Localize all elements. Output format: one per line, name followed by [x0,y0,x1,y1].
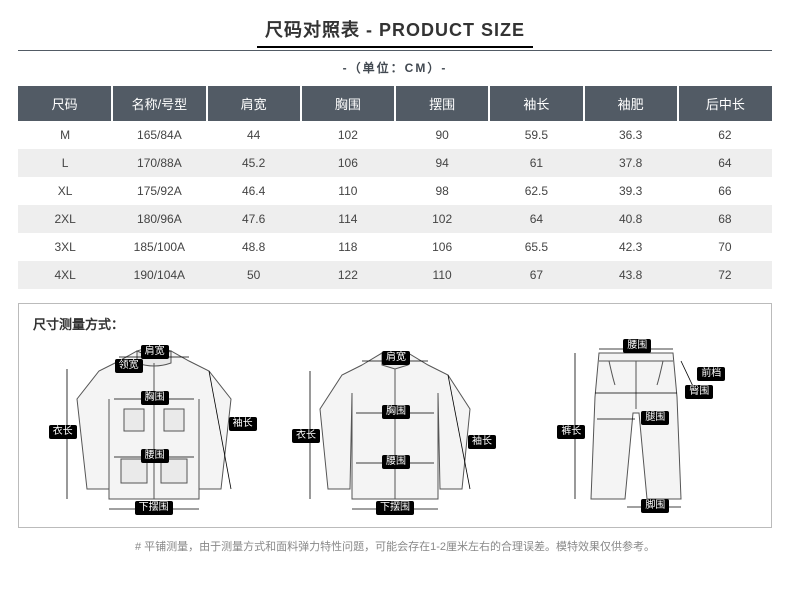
pants-hip-label: 臀围 [685,385,713,399]
page-title: 尺码对照表 - PRODUCT SIZE [257,16,533,48]
table-header-cell: 胸围 [301,86,395,121]
table-cell: 62.5 [489,177,583,205]
table-cell: 102 [301,121,395,149]
pants-diagram: 腰围 前档 臀围 腿围 裤长 脚围 [531,339,741,519]
table-cell: 106 [301,149,395,177]
jacket-svg [49,339,259,519]
jacket-collar-label: 领宽 [115,359,143,373]
table-cell: 2XL [18,205,112,233]
shirt-bodylen-label: 衣长 [292,429,320,443]
table-cell: 64 [489,205,583,233]
table-cell: 65.5 [489,233,583,261]
table-row: 2XL180/96A47.61141026440.868 [18,205,772,233]
footnote: # 平铺测量，由于测量方式和面料弹力特性问题，可能会存在1-2厘米左右的合理误差… [18,538,772,554]
jacket-chest-label: 胸围 [141,391,169,405]
jacket-diagram: 肩宽 领宽 胸围 腰围 下摆围 衣长 袖长 [49,339,259,519]
table-cell: 72 [678,261,772,289]
table-header-cell: 后中长 [678,86,772,121]
table-cell: 48.8 [207,233,301,261]
table-cell: 4XL [18,261,112,289]
table-cell: 62 [678,121,772,149]
table-cell: 110 [301,177,395,205]
size-table: 尺码名称/号型肩宽胸围摆围袖长袖肥后中长 M165/84A441029059.5… [18,86,772,289]
shirt-sleeve-label: 袖长 [468,435,496,449]
shirt-chest-label: 胸围 [382,405,410,419]
table-cell: 46.4 [207,177,301,205]
table-cell: 70 [678,233,772,261]
pants-thigh-label: 腿围 [641,411,669,425]
table-header-cell: 肩宽 [207,86,301,121]
table-cell: 3XL [18,233,112,261]
table-cell: 43.8 [584,261,678,289]
table-cell: 68 [678,205,772,233]
measurement-diagram-box: 尺寸测量方式： [18,303,772,528]
table-cell: 66 [678,177,772,205]
table-cell: 40.8 [584,205,678,233]
table-cell: 110 [395,261,489,289]
table-header-cell: 袖长 [489,86,583,121]
table-header-cell: 名称/号型 [112,86,206,121]
table-cell: 59.5 [489,121,583,149]
pants-frontrise-label: 前档 [697,367,725,381]
pants-legopen-label: 脚围 [641,499,669,513]
size-table-head: 尺码名称/号型肩宽胸围摆围袖长袖肥后中长 [18,86,772,121]
table-cell: 67 [489,261,583,289]
table-cell: 36.3 [584,121,678,149]
jacket-hem-label: 下摆围 [135,501,173,515]
table-cell: 42.3 [584,233,678,261]
table-cell: 94 [395,149,489,177]
table-cell: 114 [301,205,395,233]
shirt-waist-label: 腰围 [382,455,410,469]
title-cn: 尺码对照表 [265,20,360,40]
title-en: PRODUCT SIZE [379,20,525,40]
diagram-title: 尺寸测量方式： [33,314,757,333]
jacket-waist-label: 腰围 [141,449,169,463]
table-cell: 61 [489,149,583,177]
table-cell: M [18,121,112,149]
table-cell: 47.6 [207,205,301,233]
table-cell: L [18,149,112,177]
table-cell: 106 [395,233,489,261]
table-row: L170/88A45.2106946137.864 [18,149,772,177]
table-header-cell: 尺码 [18,86,112,121]
table-cell: 122 [301,261,395,289]
table-cell: 39.3 [584,177,678,205]
table-cell: 102 [395,205,489,233]
table-row: M165/84A441029059.536.362 [18,121,772,149]
title-underline [18,50,772,51]
table-header-cell: 摆围 [395,86,489,121]
jacket-shoulder-label: 肩宽 [141,345,169,359]
unit-line: -（单位：CM）- [18,59,772,76]
table-cell: 180/96A [112,205,206,233]
table-cell: 190/104A [112,261,206,289]
pants-length-label: 裤长 [557,425,585,439]
table-header-cell: 袖肥 [584,86,678,121]
diagram-row: 肩宽 领宽 胸围 腰围 下摆围 衣长 袖长 [33,339,757,519]
shirt-hem-label: 下摆围 [376,501,414,515]
jacket-sleeve-label: 袖长 [229,417,257,431]
title-block: 尺码对照表 - PRODUCT SIZE [18,16,772,48]
table-row: 3XL185/100A48.811810665.542.370 [18,233,772,261]
table-cell: 37.8 [584,149,678,177]
table-cell: 50 [207,261,301,289]
table-cell: 44 [207,121,301,149]
table-cell: 185/100A [112,233,206,261]
table-cell: 170/88A [112,149,206,177]
table-cell: 45.2 [207,149,301,177]
table-cell: 175/92A [112,177,206,205]
table-cell: 64 [678,149,772,177]
shirt-svg [290,339,500,519]
table-cell: 165/84A [112,121,206,149]
table-cell: 98 [395,177,489,205]
jacket-bodylen-label: 衣长 [49,425,77,439]
table-row: 4XL190/104A501221106743.872 [18,261,772,289]
table-cell: 90 [395,121,489,149]
pants-waist-label: 腰围 [623,339,651,353]
size-table-body: M165/84A441029059.536.362L170/88A45.2106… [18,121,772,289]
shirt-shoulder-label: 肩宽 [382,351,410,365]
table-row: XL175/92A46.41109862.539.366 [18,177,772,205]
table-cell: 118 [301,233,395,261]
table-cell: XL [18,177,112,205]
shirt-diagram: 肩宽 胸围 腰围 下摆围 衣长 袖长 [290,339,500,519]
